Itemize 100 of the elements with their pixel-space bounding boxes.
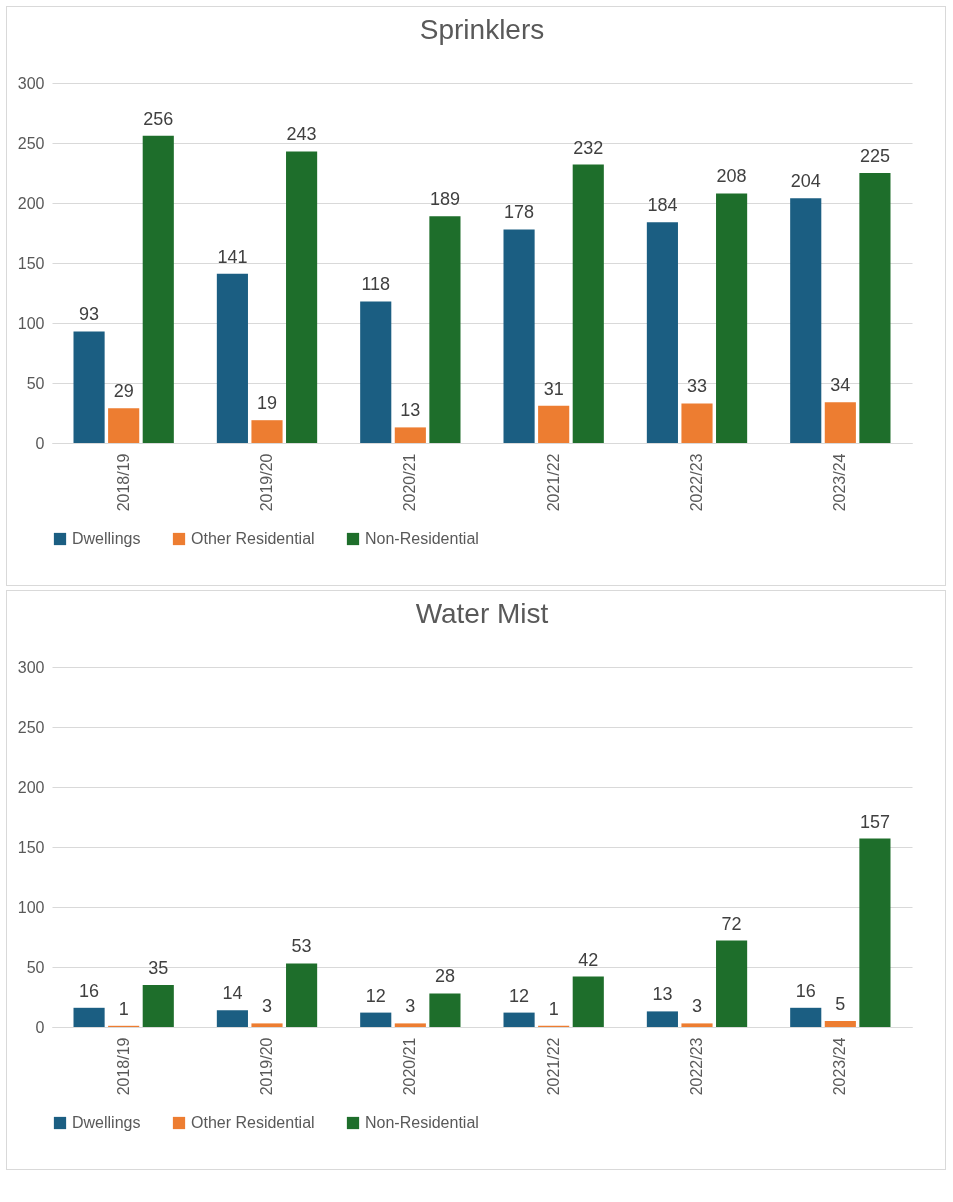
data-label: 3 xyxy=(691,996,703,1017)
y-tick-label: 0 xyxy=(35,434,45,452)
bar xyxy=(681,1023,713,1027)
y-tick-label: 0 xyxy=(35,1018,45,1036)
data-label: 35 xyxy=(148,958,169,978)
bar xyxy=(538,405,570,443)
data-label: 243 xyxy=(286,124,317,145)
data-label: 3 xyxy=(261,996,273,1017)
bar xyxy=(716,193,748,443)
data-label: 28 xyxy=(434,966,455,987)
data-label: 1 xyxy=(548,998,559,1019)
bar xyxy=(503,1012,535,1027)
bar xyxy=(572,976,604,1027)
bar xyxy=(142,135,174,443)
bar xyxy=(142,985,174,1027)
bar xyxy=(790,198,822,443)
bar xyxy=(572,164,604,443)
bar xyxy=(216,1010,248,1027)
x-tick-label: 2018/19 xyxy=(114,453,132,512)
legend-label: Other Residential xyxy=(191,530,315,547)
y-tick-label: 100 xyxy=(17,314,45,332)
bar xyxy=(286,963,318,1027)
y-tick-label: 300 xyxy=(17,658,45,676)
data-label: 208 xyxy=(716,166,747,187)
data-label: 29 xyxy=(113,381,134,402)
bar xyxy=(716,940,748,1027)
data-label: 157 xyxy=(859,811,890,832)
data-label: 189 xyxy=(429,189,460,210)
bar xyxy=(824,402,856,443)
data-label: 3 xyxy=(405,996,416,1017)
legend-label: Dwellings xyxy=(72,1114,141,1131)
data-label: 93 xyxy=(79,304,100,325)
y-tick-label: 100 xyxy=(17,898,45,916)
x-tick-label: 2020/21 xyxy=(401,1037,419,1096)
data-label: 72 xyxy=(721,913,742,934)
bar xyxy=(503,229,535,443)
chart-title: Water Mist xyxy=(415,598,549,629)
y-tick-label: 200 xyxy=(17,778,45,796)
x-tick-label: 2021/22 xyxy=(544,1037,562,1096)
data-label: 34 xyxy=(830,375,851,396)
y-tick-label: 150 xyxy=(17,254,45,272)
data-label: 232 xyxy=(573,137,604,158)
data-label: 184 xyxy=(647,195,678,216)
x-tick-label: 2023/24 xyxy=(831,453,849,512)
bar xyxy=(251,1023,283,1027)
bar xyxy=(394,427,426,443)
y-tick-label: 300 xyxy=(17,74,45,92)
x-tick-label: 2018/19 xyxy=(114,1037,132,1096)
data-label: 13 xyxy=(652,984,673,1005)
bar xyxy=(824,1021,856,1027)
bar xyxy=(859,838,891,1027)
y-tick-label: 250 xyxy=(17,134,45,152)
data-label: 19 xyxy=(256,393,278,414)
bar xyxy=(646,222,678,443)
x-tick-label: 2019/20 xyxy=(258,453,275,512)
data-label: 204 xyxy=(790,171,821,192)
bar xyxy=(360,1012,392,1027)
data-label: 12 xyxy=(509,985,530,1006)
y-tick-label: 150 xyxy=(17,838,45,856)
bar xyxy=(73,1007,105,1027)
y-tick-label: 50 xyxy=(26,374,45,392)
data-label: 53 xyxy=(291,936,312,957)
bar xyxy=(790,1007,822,1027)
data-label: 256 xyxy=(143,108,174,129)
data-label: 12 xyxy=(365,985,386,1006)
data-label: 33 xyxy=(686,376,708,397)
x-tick-label: 2022/23 xyxy=(688,453,705,512)
data-label: 13 xyxy=(400,400,421,421)
bar xyxy=(681,403,713,443)
legend-label: Dwellings xyxy=(72,530,141,547)
y-tick-label: 50 xyxy=(26,958,45,976)
legend-label: Non-Residential xyxy=(365,1114,479,1131)
x-tick-label: 2020/21 xyxy=(401,453,419,512)
chart-title: Sprinklers xyxy=(419,14,545,45)
legend-label: Non-Residential xyxy=(365,530,479,547)
bar xyxy=(360,301,392,443)
data-label: 42 xyxy=(578,949,599,970)
bar xyxy=(216,273,248,443)
y-tick-label: 250 xyxy=(17,718,45,736)
data-label: 14 xyxy=(222,983,243,1004)
data-label: 16 xyxy=(795,980,816,1001)
bar xyxy=(859,173,891,443)
y-tick-label: 200 xyxy=(17,194,45,212)
data-label: 5 xyxy=(835,994,846,1014)
bar xyxy=(394,1023,426,1027)
x-tick-label: 2021/22 xyxy=(544,453,562,512)
data-label: 225 xyxy=(859,146,890,166)
bar xyxy=(108,408,140,443)
data-label: 1 xyxy=(118,998,129,1019)
data-label: 178 xyxy=(504,202,535,223)
legend-label: Other Residential xyxy=(191,1114,315,1131)
data-label: 16 xyxy=(79,980,100,1001)
x-tick-label: 2019/20 xyxy=(258,1037,275,1096)
bar xyxy=(286,151,318,443)
bar xyxy=(73,331,105,443)
data-label: 118 xyxy=(361,274,391,295)
bar xyxy=(646,1011,678,1027)
bar xyxy=(429,993,461,1027)
x-tick-label: 2022/23 xyxy=(688,1037,705,1096)
x-tick-label: 2023/24 xyxy=(831,1037,849,1096)
